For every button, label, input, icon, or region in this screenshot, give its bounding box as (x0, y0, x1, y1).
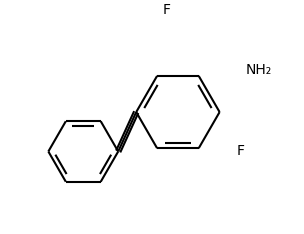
Text: NH₂: NH₂ (246, 63, 272, 77)
Text: F: F (163, 4, 171, 17)
Text: F: F (237, 144, 244, 158)
